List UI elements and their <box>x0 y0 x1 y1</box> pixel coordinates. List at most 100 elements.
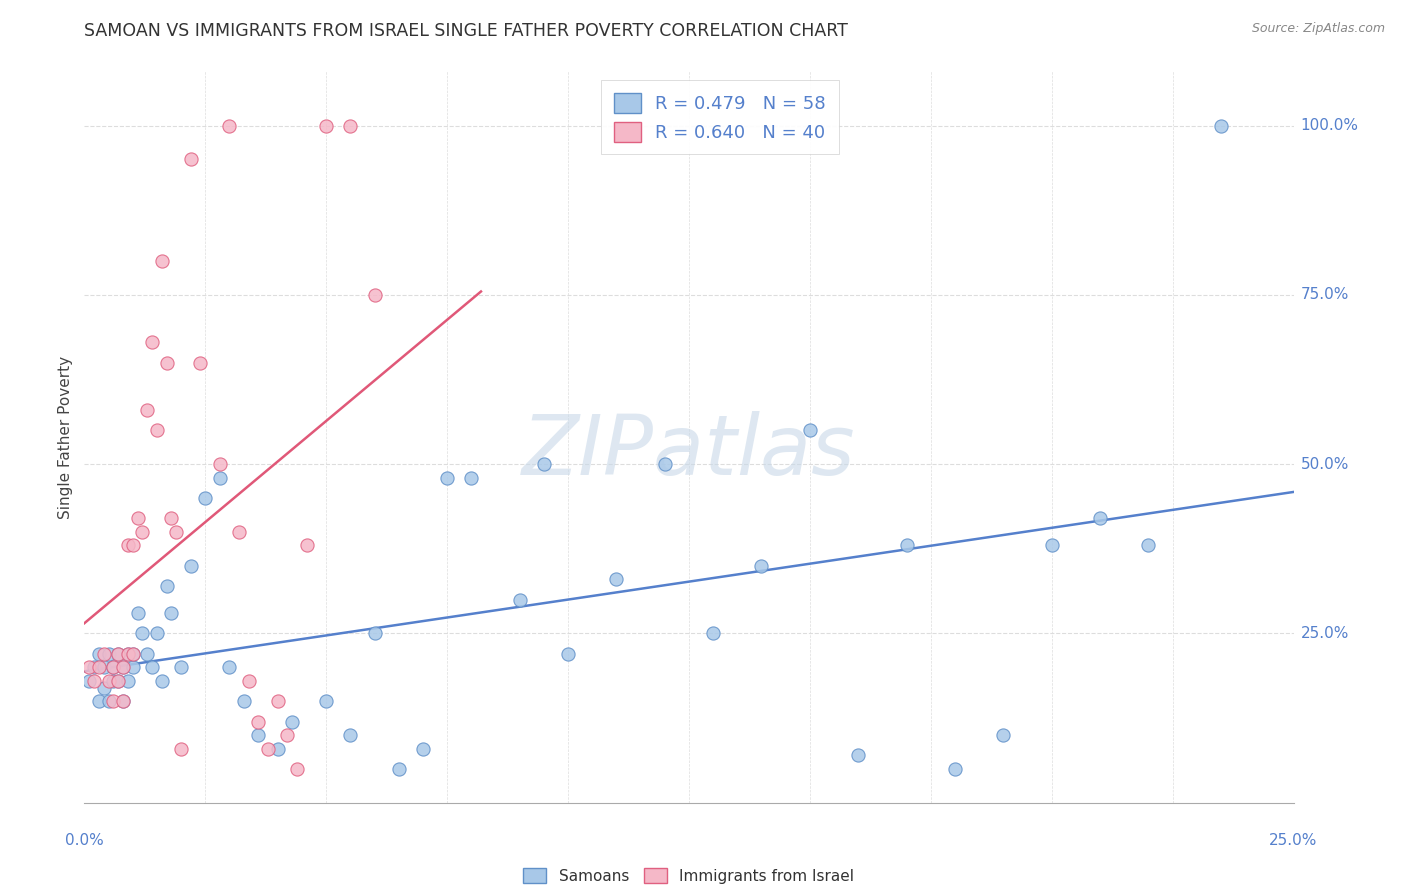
Point <box>257 741 280 756</box>
Point <box>388 762 411 776</box>
Point <box>1137 538 1160 552</box>
Point <box>315 694 337 708</box>
Point <box>233 694 256 708</box>
Text: ZIPatlas: ZIPatlas <box>522 411 856 492</box>
Point <box>83 673 105 688</box>
Point <box>93 647 115 661</box>
Point <box>121 538 143 552</box>
Point <box>121 660 143 674</box>
Point <box>460 471 482 485</box>
Point <box>97 694 120 708</box>
Text: 25.0%: 25.0% <box>1270 833 1317 848</box>
Point <box>107 673 129 688</box>
Text: 25.0%: 25.0% <box>1301 626 1348 641</box>
Text: SAMOAN VS IMMIGRANTS FROM ISRAEL SINGLE FATHER POVERTY CORRELATION CHART: SAMOAN VS IMMIGRANTS FROM ISRAEL SINGLE … <box>84 22 848 40</box>
Point <box>112 660 135 674</box>
Point <box>87 694 110 708</box>
Point <box>146 423 169 437</box>
Text: 50.0%: 50.0% <box>1301 457 1348 472</box>
Point <box>93 681 115 695</box>
Point <box>141 335 163 350</box>
Point <box>180 558 202 573</box>
Point <box>557 647 579 661</box>
Point <box>702 626 724 640</box>
Point <box>131 626 153 640</box>
Point <box>160 606 183 620</box>
Point <box>993 728 1015 742</box>
Point <box>141 660 163 674</box>
Point <box>247 728 270 742</box>
Point <box>281 714 304 729</box>
Point <box>112 694 135 708</box>
Text: 0.0%: 0.0% <box>65 833 104 848</box>
Point <box>1040 538 1063 552</box>
Point <box>436 471 458 485</box>
Point <box>97 647 120 661</box>
Point <box>107 673 129 688</box>
Point <box>751 558 773 573</box>
Point <box>170 741 193 756</box>
Point <box>267 694 290 708</box>
Point <box>77 673 100 688</box>
Y-axis label: Single Father Poverty: Single Father Poverty <box>58 356 73 518</box>
Point <box>799 423 821 437</box>
Point <box>339 728 361 742</box>
Point <box>87 647 110 661</box>
Point <box>136 647 159 661</box>
Point <box>155 355 177 369</box>
Point <box>117 647 139 661</box>
Point <box>654 457 676 471</box>
Point <box>412 741 434 756</box>
Point <box>165 524 187 539</box>
Point <box>112 660 135 674</box>
Legend: R = 0.479   N = 58, R = 0.640   N = 40: R = 0.479 N = 58, R = 0.640 N = 40 <box>602 80 838 154</box>
Point <box>194 491 217 505</box>
Point <box>846 748 869 763</box>
Point <box>150 254 173 268</box>
Text: 100.0%: 100.0% <box>1301 118 1358 133</box>
Point <box>238 673 260 688</box>
Point <box>146 626 169 640</box>
Point <box>605 572 627 586</box>
Point <box>295 538 318 552</box>
Text: 75.0%: 75.0% <box>1301 287 1348 302</box>
Point <box>97 673 120 688</box>
Point <box>190 355 212 369</box>
Point <box>228 524 250 539</box>
Point <box>509 592 531 607</box>
Point <box>315 119 337 133</box>
Point <box>136 403 159 417</box>
Point <box>83 660 105 674</box>
Point <box>131 524 153 539</box>
Point <box>208 457 231 471</box>
Point <box>117 538 139 552</box>
Point <box>93 660 115 674</box>
Point <box>208 471 231 485</box>
Point <box>77 660 100 674</box>
Point <box>121 647 143 661</box>
Point <box>117 673 139 688</box>
Point <box>533 457 555 471</box>
Point <box>121 647 143 661</box>
Point <box>285 762 308 776</box>
Point <box>1209 119 1232 133</box>
Point <box>103 660 125 674</box>
Point <box>127 606 149 620</box>
Point <box>218 660 240 674</box>
Point <box>170 660 193 674</box>
Point <box>363 626 385 640</box>
Point <box>363 288 385 302</box>
Point <box>87 660 110 674</box>
Point <box>150 673 173 688</box>
Point <box>127 511 149 525</box>
Point <box>943 762 966 776</box>
Point <box>1088 511 1111 525</box>
Point <box>160 511 183 525</box>
Point <box>107 647 129 661</box>
Point <box>267 741 290 756</box>
Point <box>180 153 202 167</box>
Point <box>103 694 125 708</box>
Point <box>107 647 129 661</box>
Point <box>103 660 125 674</box>
Point <box>247 714 270 729</box>
